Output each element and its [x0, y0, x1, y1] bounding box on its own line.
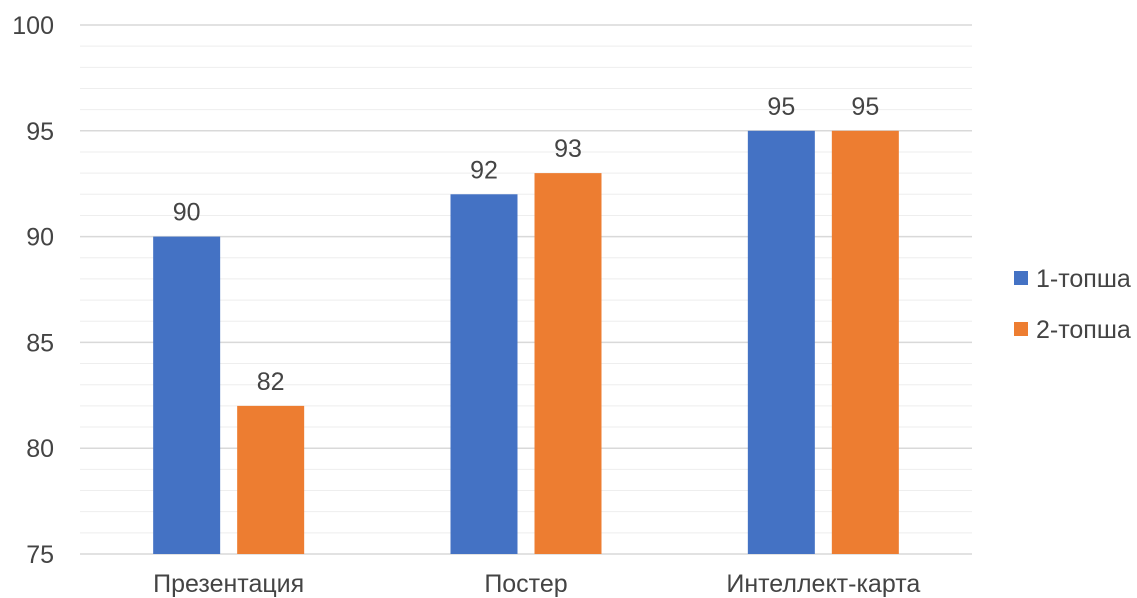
bar: [153, 236, 221, 554]
data-labels: 90 82 92 93 95 95: [173, 93, 879, 396]
y-tick-label: 90: [26, 224, 54, 252]
bar: [747, 130, 815, 555]
data-label: 95: [851, 93, 879, 121]
legend-swatch: [1014, 271, 1028, 285]
bar: [831, 130, 899, 555]
x-tick-label: Постер: [484, 570, 567, 598]
bar: [450, 194, 518, 554]
bar: [534, 173, 602, 554]
y-tick-label: 80: [26, 435, 54, 463]
data-label: 93: [554, 135, 582, 163]
y-axis: 75 80 85 90 95 100: [12, 12, 54, 569]
legend: 1-топша 2-топша: [1014, 265, 1131, 344]
bars: [153, 130, 899, 555]
y-tick-label: 100: [12, 12, 54, 40]
data-label: 82: [257, 368, 285, 396]
data-label: 92: [470, 156, 498, 184]
legend-label: 1-топша: [1036, 265, 1131, 293]
y-tick-label: 85: [26, 329, 54, 357]
legend-swatch: [1014, 322, 1028, 336]
grid-lines: [80, 24, 972, 555]
x-tick-label: Презентация: [153, 570, 304, 598]
y-tick-label: 95: [26, 118, 54, 146]
x-tick-label: Интеллект-карта: [726, 570, 920, 598]
data-label: 90: [173, 199, 201, 227]
y-tick-label: 75: [26, 541, 54, 569]
x-axis: Презентация Постер Интеллект-карта: [153, 570, 920, 598]
data-label: 95: [767, 93, 795, 121]
bar: [237, 405, 305, 554]
legend-label: 2-топша: [1036, 316, 1131, 344]
